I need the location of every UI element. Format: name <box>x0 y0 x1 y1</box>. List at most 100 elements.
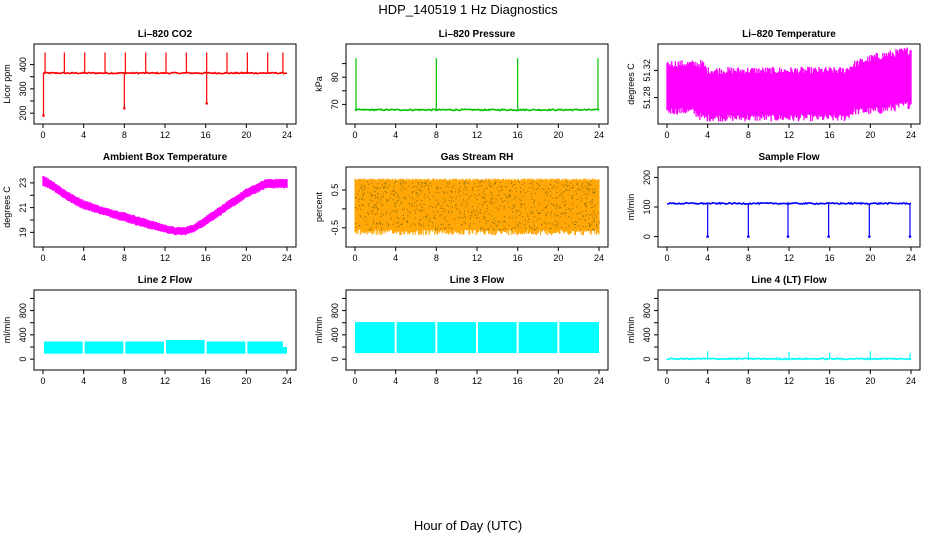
noise-dot <box>588 229 590 231</box>
noise-dot <box>465 206 467 208</box>
noise-dot <box>586 182 588 184</box>
noise-dot <box>464 217 466 219</box>
noise-dot <box>490 191 492 193</box>
noise-dot <box>374 195 376 197</box>
noise-dot <box>594 188 596 190</box>
noise-dot <box>478 216 480 218</box>
noise-dot <box>451 227 453 229</box>
noise-dot <box>597 212 599 214</box>
noise-dot <box>400 183 402 185</box>
noise-dot <box>380 196 382 198</box>
noise-dot <box>504 216 506 218</box>
noise-dot <box>477 213 479 215</box>
noise-dot <box>454 205 456 207</box>
noise-dot <box>538 203 540 205</box>
noise-dot <box>553 186 555 188</box>
noise-dot <box>417 196 419 198</box>
noise-dot <box>503 199 505 201</box>
noise-dot <box>550 183 552 185</box>
x-tick-label: 4 <box>705 376 710 386</box>
noise-dot <box>463 189 465 191</box>
noise-dot <box>591 213 593 215</box>
y-tick-label: 400 <box>642 327 652 342</box>
series-5 <box>354 178 600 236</box>
noise-dot <box>478 211 480 213</box>
noise-dot <box>366 223 368 225</box>
noise-dot <box>563 191 565 193</box>
noise-dot <box>595 191 597 193</box>
noise-dot <box>534 229 536 231</box>
x-tick-label: 4 <box>393 130 398 140</box>
noise-dot <box>424 194 426 196</box>
noise-dot <box>368 183 370 185</box>
noise-dot <box>556 204 558 206</box>
noise-dot <box>430 185 432 187</box>
noise-dot <box>463 210 465 212</box>
noise-dot <box>463 182 465 184</box>
noise-dot <box>571 197 573 199</box>
noise-dot <box>444 209 446 211</box>
noise-dot <box>581 184 583 186</box>
y-tick-label: 800 <box>330 303 340 318</box>
noise-dot <box>466 181 468 183</box>
noise-dot <box>416 208 418 210</box>
noise-dot <box>549 228 551 230</box>
noise-dot <box>591 188 593 190</box>
x-tick-label: 8 <box>746 130 751 140</box>
noise-dot <box>500 198 502 200</box>
noise-dot <box>443 210 445 212</box>
noise-dot <box>584 193 586 195</box>
noise-dot <box>436 229 438 231</box>
noise-dot <box>370 194 372 196</box>
noise-dot <box>507 186 509 188</box>
noise-dot <box>505 196 507 198</box>
noise-dot <box>436 189 438 191</box>
noise-dot <box>532 181 534 183</box>
noise-dot <box>477 195 479 197</box>
noise-dot <box>538 218 540 220</box>
noise-dot <box>432 225 434 227</box>
noise-dot <box>503 220 505 222</box>
noise-dot <box>448 182 450 184</box>
noise-dot <box>377 208 379 210</box>
noise-dot <box>539 184 541 186</box>
y-tick-label: 200 <box>642 170 652 185</box>
noise-dot <box>545 191 547 193</box>
x-tick-label: 8 <box>122 130 127 140</box>
noise-dot <box>594 215 596 217</box>
x-tick-label: 4 <box>393 253 398 263</box>
x-tick-label: 20 <box>553 376 563 386</box>
x-tick-label: 0 <box>352 130 357 140</box>
noise-dot <box>570 187 572 189</box>
noise-dot <box>504 186 506 188</box>
x-tick-label: 24 <box>594 253 604 263</box>
noise-dot <box>541 188 543 190</box>
noise-dot <box>514 227 516 229</box>
noise-dot <box>358 190 360 192</box>
noise-dot <box>521 183 523 185</box>
noise-dot <box>376 223 378 225</box>
noise-dot <box>421 210 423 212</box>
noise-dot <box>593 229 595 231</box>
noise-dot <box>382 196 384 198</box>
noise-dot <box>585 215 587 217</box>
spike-point <box>908 235 912 238</box>
noise-dot <box>370 229 372 231</box>
flow-block <box>478 322 517 354</box>
noise-dot <box>501 186 503 188</box>
noise-dot <box>455 198 457 200</box>
x-tick-label: 0 <box>40 376 45 386</box>
noise-dot <box>459 182 461 184</box>
noise-dot <box>588 188 590 190</box>
noise-dot <box>506 196 508 198</box>
noise-dot <box>593 220 595 222</box>
noise-dot <box>576 221 578 223</box>
noise-dot <box>517 225 519 227</box>
noise-dot <box>519 198 521 200</box>
series-line <box>354 108 600 112</box>
noise-dot <box>524 207 526 209</box>
y-tick-label: 0 <box>642 234 652 239</box>
noise-dot <box>412 187 414 189</box>
noise-dot <box>442 208 444 210</box>
noise-dot <box>593 192 595 194</box>
